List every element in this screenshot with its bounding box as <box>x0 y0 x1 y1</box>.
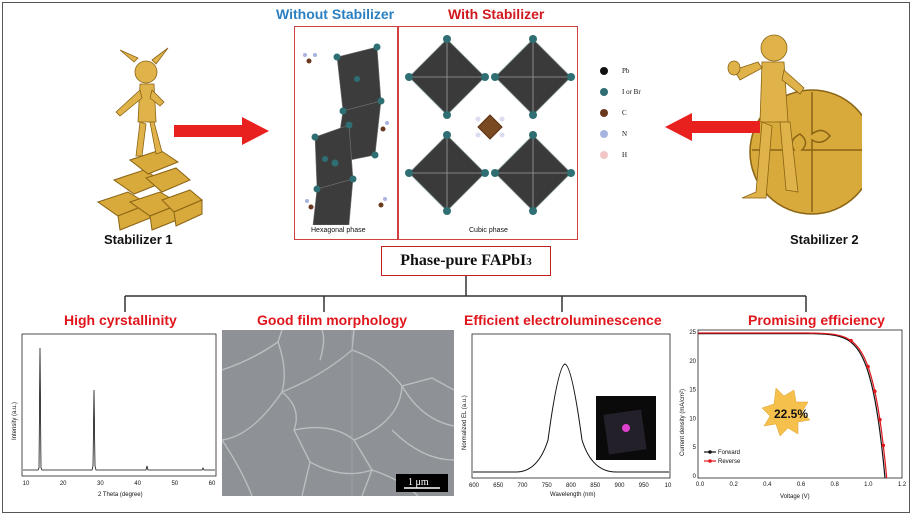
tick-label: 25 <box>689 330 696 336</box>
tick-label: 800 <box>566 483 577 489</box>
stabilizer2-label: Stabilizer 2 <box>790 232 859 247</box>
tick-label: 0.2 <box>729 482 738 488</box>
tick-label: 0.0 <box>696 482 705 488</box>
legend-atom-icon <box>600 150 608 159</box>
tick-label: 1.0 <box>864 482 873 488</box>
el-xlabel: Wavelength (nm) <box>550 492 595 498</box>
legend-item: H <box>600 144 660 165</box>
jv-chart: 22.5% Forward Reverse Current density (m… <box>680 329 907 500</box>
tick-label: 650 <box>493 483 504 489</box>
jv-legend-reverse: Reverse <box>718 459 741 465</box>
legend-label: Pb <box>622 66 630 75</box>
tick-label: 700 <box>517 483 528 489</box>
tick-label: 20 <box>60 481 67 487</box>
phase-pure-title-box: Phase-pure FAPbI3 <box>381 246 551 276</box>
stabilizer1-label: Stabilizer 1 <box>104 232 173 247</box>
jv-ylabel: Current density (mA/cm²) <box>680 389 686 456</box>
tick-label: 950 <box>639 483 650 489</box>
tick-label: 40 <box>134 481 141 487</box>
jv-reverse-point <box>866 364 870 369</box>
jv-reverse-point <box>873 389 877 394</box>
tree-connector <box>124 276 807 312</box>
xrd-ylabel: Intensity (a.u.) <box>12 402 18 440</box>
hexagonal-structure-image <box>303 43 389 225</box>
legend-item: C <box>600 102 660 123</box>
tick-label: 0.8 <box>830 482 839 488</box>
with-stabilizer-title: With Stabilizer <box>448 6 545 22</box>
xrd-xlabel: 2 Theta (degree) <box>98 492 143 498</box>
tick-label: 750 <box>542 483 553 489</box>
cubic-structure-image <box>405 35 575 215</box>
jv-reverse-point <box>878 417 882 422</box>
cubic-caption: Cubic phase <box>469 227 508 234</box>
property-electroluminescence: Efficient electroluminescence <box>464 312 662 328</box>
arrow-left-icon <box>665 113 760 141</box>
property-efficiency: Promising efficiency <box>748 312 885 328</box>
legend-item: I or Br <box>600 81 660 102</box>
legend-label: C <box>622 108 627 117</box>
legend-label: N <box>622 129 628 138</box>
atom-legend: Pb I or Br C N H <box>600 60 660 165</box>
property-crystallinity: High cyrstallinity <box>64 312 177 328</box>
tick-label: 850 <box>590 483 601 489</box>
tick-label: 60 <box>209 481 216 487</box>
legend-atom-icon <box>600 66 608 75</box>
legend-item: N <box>600 123 660 144</box>
legend-label: H <box>622 150 628 159</box>
tick-label: 600 <box>469 483 480 489</box>
hexagonal-structure-panel: Hexagonal phase <box>294 26 398 240</box>
tick-label: 10 <box>23 481 30 487</box>
legend-atom-icon <box>600 87 608 96</box>
phase-pure-subscript: 3 <box>526 256 532 268</box>
legend-atom-icon <box>600 129 608 138</box>
cubic-structure-panel: Cubic phase <box>398 26 578 240</box>
jv-reverse-point <box>849 338 853 343</box>
efficiency-badge: 22.5% <box>774 407 808 421</box>
tick-label: 50 <box>171 481 178 487</box>
legend-item: Pb <box>600 60 660 81</box>
phase-pure-title: Phase-pure FAPbI <box>400 252 527 269</box>
tick-label: 10 <box>665 483 672 489</box>
tick-label: 0.6 <box>797 482 806 488</box>
arrow-right-icon <box>174 117 269 145</box>
el-ylabel: Normalized EL (a.u.) <box>462 395 468 450</box>
tick-label: 0.4 <box>763 482 772 488</box>
without-stabilizer-title: Without Stabilizer <box>276 6 395 22</box>
jv-reverse-point <box>881 443 886 448</box>
tick-label: 5 <box>693 445 697 451</box>
tick-label: 10 <box>689 416 696 422</box>
jv-xlabel: Voltage (V) <box>780 494 810 500</box>
hexagonal-caption: Hexagonal phase <box>311 227 366 234</box>
sem-image: 1 μm <box>222 330 454 496</box>
property-morphology: Good film morphology <box>257 312 408 328</box>
el-chart: Normalized EL (a.u.) Wavelength (nm) 600… <box>462 333 672 498</box>
tick-label: 0 <box>693 474 697 480</box>
tick-label: 30 <box>97 481 104 487</box>
tick-label: 1.2 <box>898 482 907 488</box>
tick-label: 15 <box>689 388 696 394</box>
sem-scale-label: 1 μm <box>408 477 429 488</box>
tick-label: 900 <box>614 483 625 489</box>
jv-legend-forward: Forward <box>718 450 740 456</box>
stabilizer2-figure <box>727 34 862 215</box>
stabilizer1-figure <box>96 47 203 231</box>
xrd-chart: Intensity (a.u.) 2 Theta (degree) 10 20 30… <box>12 333 217 498</box>
tick-label: 20 <box>689 359 696 365</box>
legend-label: I or Br <box>622 87 641 96</box>
legend-atom-icon <box>600 108 608 117</box>
